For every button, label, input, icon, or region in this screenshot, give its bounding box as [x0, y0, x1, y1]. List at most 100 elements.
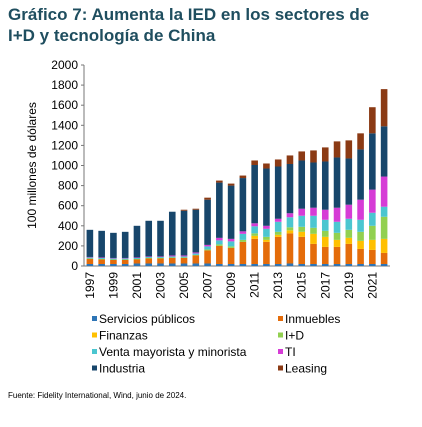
bar-segment — [321, 263, 329, 266]
bar-segment — [180, 263, 188, 266]
bar-segment — [298, 231, 306, 237]
bar-segment — [345, 263, 353, 266]
legend-label: Servicios públicos — [99, 312, 195, 326]
x-tick-label: 1999 — [106, 272, 120, 299]
bar-segment — [86, 256, 94, 258]
bar-segment — [204, 244, 211, 247]
bar-segment — [369, 212, 376, 226]
bar-segment — [298, 263, 306, 266]
bar-segment — [310, 162, 317, 208]
bar-segment — [345, 204, 353, 219]
bar-segment — [345, 243, 353, 264]
bar-segment — [145, 256, 153, 257]
bar-segment — [110, 257, 117, 259]
bar-segment — [121, 258, 129, 260]
legend-label: Leasing — [285, 362, 327, 376]
bar-segment — [380, 176, 388, 207]
bar-segment — [204, 199, 211, 245]
bar-segment — [192, 263, 200, 266]
legend-label: Finanzas — [99, 329, 148, 343]
bar-segment — [239, 175, 247, 179]
x-tick-label: 2011 — [248, 272, 262, 298]
bar-segment — [192, 208, 200, 210]
bar-segment — [333, 239, 341, 247]
bar-segment — [263, 263, 270, 266]
bar-segment — [298, 160, 306, 209]
bar-segment — [263, 241, 270, 264]
bar-segment — [168, 256, 176, 258]
x-tick-label: 2009 — [224, 272, 238, 299]
bar-segment — [192, 255, 200, 264]
bar-segment — [239, 233, 247, 240]
x-tick-label: 2017 — [318, 272, 332, 299]
bar-segment — [251, 160, 258, 165]
bar-segment — [380, 252, 388, 264]
bar-segment — [227, 247, 235, 264]
bar-segment — [110, 263, 117, 266]
bar-segment — [216, 245, 223, 264]
chart-title: Gráfico 7: Aumenta la IED en los sectore… — [8, 5, 370, 45]
y-tick-label: 1000 — [51, 159, 78, 173]
bar-segment — [180, 210, 188, 256]
bar-segment — [286, 233, 294, 264]
bar-segment — [251, 263, 258, 266]
bar-segment — [192, 254, 200, 256]
bar-segment — [157, 257, 164, 259]
x-tick-label: 2019 — [342, 272, 356, 299]
bar-segment — [380, 206, 388, 217]
bar-segment — [298, 208, 306, 216]
bar-segment — [357, 199, 364, 220]
x-tick-label: 2021 — [365, 272, 379, 299]
bar-segment — [286, 163, 294, 214]
bar-segment — [157, 256, 164, 258]
legend-swatch — [92, 365, 97, 371]
bar-segment — [98, 230, 105, 258]
bar-segment — [274, 159, 282, 167]
bar-segment — [380, 238, 388, 253]
legend-swatch — [278, 316, 283, 321]
bar-segment — [310, 227, 317, 234]
bar-segment — [357, 231, 364, 241]
bar-segment — [369, 189, 376, 213]
bar-segment — [333, 157, 341, 208]
bar-segment — [345, 158, 353, 205]
bar-segment — [369, 239, 376, 250]
bar-segment — [216, 240, 223, 245]
bar-segment — [145, 257, 153, 259]
bar-segment — [321, 246, 329, 264]
bar-segment — [251, 233, 258, 236]
bar-segment — [86, 258, 94, 264]
legend-label: Industria — [99, 362, 145, 376]
y-tick-label: 1200 — [51, 138, 78, 152]
bar-segment — [239, 263, 247, 266]
bar-segment — [321, 230, 329, 237]
source: Fuente: Fidelity International, Wind, ju… — [8, 391, 187, 400]
bar-segment — [263, 225, 270, 229]
y-tick-label: 1600 — [51, 98, 78, 112]
bar-segment — [274, 234, 282, 237]
bar-segment — [180, 257, 188, 258]
bar-segment — [216, 180, 223, 183]
bar-segment — [298, 226, 306, 232]
bar-segment — [98, 263, 105, 266]
bar-segment — [274, 263, 282, 266]
bar-segment — [98, 257, 105, 258]
bar-segment — [286, 217, 294, 228]
bar-segment — [263, 168, 270, 226]
bar-segment — [168, 211, 176, 256]
y-axis-label: 100 millones de dólares — [25, 102, 39, 229]
bar-segment — [110, 259, 117, 260]
bar-segment — [298, 215, 306, 227]
bar-segment — [310, 215, 317, 228]
bar-segment — [345, 229, 353, 238]
bar-segment — [310, 150, 317, 163]
x-tick-label: 2015 — [295, 272, 309, 299]
bar-segment — [110, 259, 117, 264]
bar-segment — [204, 263, 211, 266]
y-tick-label: 400 — [58, 219, 78, 233]
legend-swatch — [92, 332, 97, 338]
bar-segment — [369, 225, 376, 240]
bar-segment — [157, 220, 164, 257]
bar-segment — [321, 147, 329, 162]
